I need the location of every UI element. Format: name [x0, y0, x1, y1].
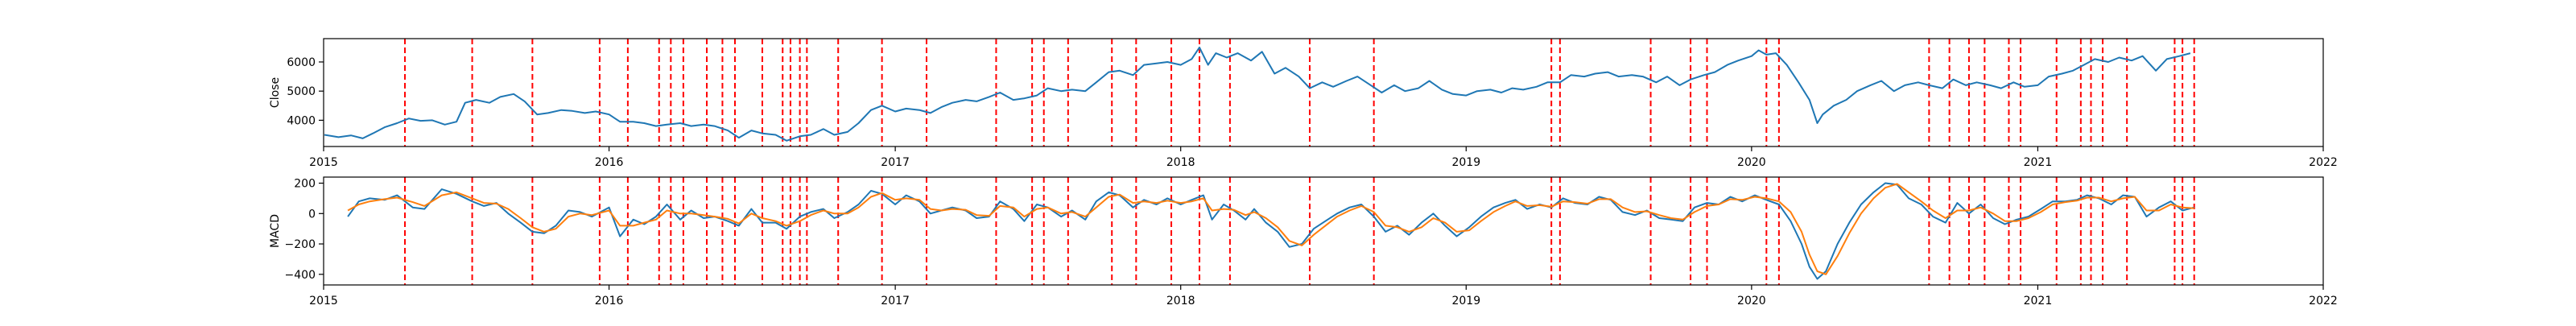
- x-tick-label: 2019: [1451, 156, 1480, 169]
- x-tick-label: 2017: [881, 295, 910, 307]
- axes-frame: [323, 38, 2324, 147]
- y-tick-label: 200: [294, 178, 316, 191]
- y-tick-label: 4000: [287, 114, 316, 127]
- x-tick-label: 2017: [881, 156, 910, 169]
- close-line: [324, 46, 2191, 142]
- y-tick-label: 6000: [287, 56, 316, 69]
- x-tick-label: 2020: [1737, 156, 1766, 169]
- x-tick-label: 2021: [2024, 295, 2053, 307]
- x-tick-label: 2016: [595, 156, 624, 169]
- y-tick-label: −400: [285, 269, 316, 282]
- y-tick-label: 0: [308, 208, 316, 221]
- y-tick-label: 5000: [287, 85, 316, 98]
- y-axis-label: MACD: [269, 214, 282, 248]
- y-tick-label: −200: [285, 238, 316, 251]
- x-tick-label: 2020: [1737, 295, 1766, 307]
- x-tick-label: 2015: [309, 156, 338, 169]
- x-tick-label: 2018: [1166, 295, 1195, 307]
- x-tick-label: 2021: [2024, 156, 2053, 169]
- x-tick-label: 2022: [2309, 156, 2338, 169]
- x-tick-label: 2018: [1166, 156, 1195, 169]
- close-panel: 4000 5000 6000 2015 2016 2017 2018 2019 2020 2021…: [269, 38, 2338, 169]
- x-tick-label: 2015: [309, 295, 338, 307]
- macd-line: [347, 182, 2194, 280]
- x-tick-label: 2022: [2309, 295, 2338, 307]
- signal-line: [347, 183, 2194, 275]
- x-tick-label: 2016: [595, 295, 624, 307]
- axes-frame: [323, 176, 2324, 286]
- y-axis-label: Close: [269, 77, 282, 108]
- x-tick-label: 2019: [1451, 295, 1480, 307]
- macd-panel: −400 −200 0 200 2015 2016 2017 2018 2019 2020 2021…: [269, 176, 2338, 307]
